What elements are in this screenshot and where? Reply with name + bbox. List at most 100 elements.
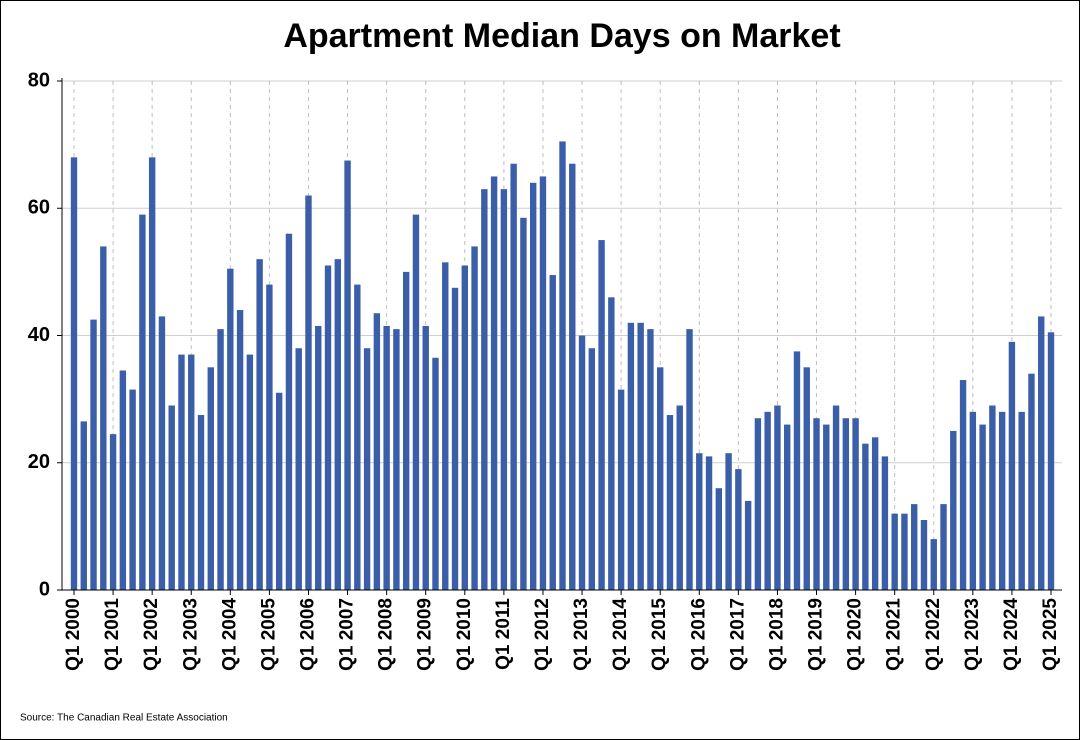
- bar: [881, 456, 889, 590]
- x-tick-label: Q1 2011: [493, 598, 514, 670]
- bar: [295, 348, 302, 590]
- bar: [647, 329, 654, 590]
- bar: [862, 443, 869, 590]
- bar: [901, 513, 908, 590]
- bar: [80, 421, 87, 590]
- bar: [344, 160, 351, 590]
- bar: [940, 504, 947, 590]
- x-tick-label: Q1 2004: [219, 598, 240, 671]
- bar: [911, 504, 918, 590]
- bar: [139, 214, 146, 591]
- bar: [246, 354, 254, 590]
- bar: [315, 325, 322, 590]
- bar: [832, 405, 840, 590]
- bar: [666, 415, 674, 590]
- bar: [393, 329, 400, 590]
- bar: [657, 367, 664, 590]
- x-tick-label: Q1 2020: [845, 598, 866, 671]
- bar: [627, 322, 635, 590]
- x-tick-label: Q1 2007: [337, 598, 358, 671]
- bar: [725, 453, 732, 590]
- x-tick-label: Q1 2015: [649, 598, 670, 671]
- bar: [979, 424, 986, 590]
- bar: [715, 488, 723, 590]
- bar: [1047, 332, 1055, 590]
- bar: [754, 418, 762, 590]
- bar: [920, 520, 928, 590]
- bar: [549, 275, 556, 590]
- x-tick-label: Q1 2006: [297, 598, 318, 671]
- x-tick-label: Q1 2023: [962, 598, 983, 671]
- bar: [442, 262, 449, 590]
- bar: [148, 157, 156, 590]
- x-tick-label: Q1 2000: [63, 598, 84, 671]
- bar: [422, 325, 429, 590]
- bar: [461, 265, 468, 590]
- y-tick-label: 40: [28, 324, 50, 346]
- bar: [129, 389, 136, 590]
- bar: [813, 418, 820, 590]
- x-tick-label: Q1 2008: [376, 598, 397, 671]
- x-tick-label: Q1 2012: [532, 598, 553, 671]
- bar: [178, 354, 185, 590]
- bar: [735, 469, 742, 590]
- bar: [774, 405, 781, 590]
- bar: [793, 351, 801, 590]
- bar: [539, 176, 547, 590]
- bar: [363, 348, 371, 590]
- x-tick-label: Q1 2014: [610, 598, 631, 671]
- bar: [1038, 316, 1045, 590]
- bar: [188, 354, 195, 590]
- bar: [266, 284, 273, 590]
- bar: [471, 246, 478, 591]
- bar: [744, 500, 752, 590]
- bar: [1018, 411, 1025, 590]
- bar: [617, 389, 625, 590]
- bar: [950, 430, 957, 590]
- bar: [764, 411, 771, 590]
- bar: [70, 157, 78, 590]
- bar: [803, 367, 810, 590]
- bar: [168, 405, 175, 590]
- bar: [891, 513, 898, 590]
- x-tick-label: Q1 2024: [1001, 598, 1022, 671]
- x-tick-label: Q1 2021: [884, 598, 905, 671]
- bar: [852, 418, 859, 590]
- bar: [823, 424, 830, 590]
- x-tick-label: Q1 2003: [180, 598, 201, 671]
- bar: [676, 405, 683, 590]
- bar: [637, 322, 644, 590]
- bar: [598, 240, 605, 590]
- bar: [969, 411, 977, 590]
- bar: [686, 329, 693, 590]
- bar: [588, 348, 596, 590]
- bar: [930, 539, 937, 590]
- bar: [481, 189, 488, 590]
- bar: [578, 335, 586, 590]
- bar: [1028, 373, 1035, 590]
- bar: [412, 214, 420, 591]
- bar: [305, 195, 312, 590]
- bar: [696, 453, 703, 590]
- bar: [842, 418, 850, 590]
- bar: [256, 259, 263, 590]
- bar: [119, 370, 127, 590]
- bar: [236, 310, 244, 590]
- bar: [608, 297, 615, 590]
- bar: [432, 357, 439, 590]
- x-tick-label: Q1 2002: [141, 598, 162, 671]
- source-note: Source: The Canadian Real Estate Associa…: [20, 713, 228, 724]
- y-tick-label: 60: [28, 197, 50, 219]
- bar: [959, 380, 967, 590]
- bar: [158, 316, 166, 590]
- bar: [402, 271, 410, 590]
- bar: [285, 233, 293, 590]
- x-tick-label: Q1 2019: [806, 598, 827, 671]
- x-tick-label: Q1 2013: [571, 598, 592, 671]
- bar: [989, 405, 996, 590]
- bar: [871, 437, 879, 590]
- x-tick-label: Q1 2025: [1040, 598, 1061, 671]
- bar: [275, 392, 283, 590]
- bar: [559, 141, 566, 590]
- bar: [784, 424, 791, 590]
